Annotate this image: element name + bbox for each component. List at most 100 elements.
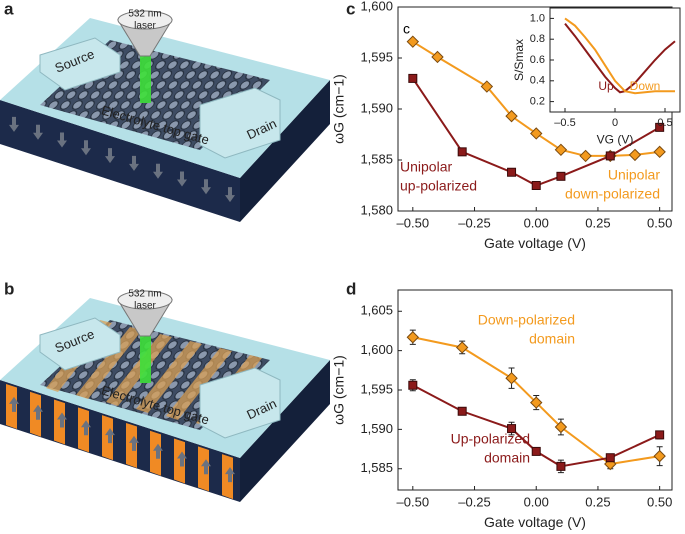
x-tick-label: 0.5 <box>657 117 672 129</box>
gate-arrow <box>129 155 139 171</box>
series-line <box>412 40 660 157</box>
laser-label: 532 nm <box>128 289 161 300</box>
data-point <box>530 127 543 140</box>
plot-area <box>397 289 673 491</box>
y-axis-label: ωG (cm−1) <box>331 74 347 144</box>
inset-chart: 0.2 0.4 0.6 0.8 1.0 –0.5 0 0.5 VG (V) S/Smax Up Dow… <box>512 7 681 147</box>
domain-stripe <box>198 446 209 492</box>
x-tick-label: 0.50 <box>647 215 672 230</box>
y-tick-label: 1,600 <box>360 0 393 13</box>
laser-label: laser <box>134 301 156 312</box>
x-tick-label: 0.25 <box>585 215 610 230</box>
laser-top <box>117 290 173 310</box>
laser-beam <box>140 55 151 103</box>
y-tick-label: 0.2 <box>530 96 545 108</box>
gate-arrow <box>129 435 139 451</box>
data-point <box>406 35 420 48</box>
panel-label: d <box>346 279 356 298</box>
y-tick-label: 1,600 <box>360 342 393 357</box>
y-tick-label: 1,590 <box>360 100 393 115</box>
y-tick-label: 1,580 <box>360 202 393 217</box>
x-tick-label: 0.25 <box>585 494 610 509</box>
series-line <box>564 22 676 94</box>
x-tick-label: –0.25 <box>458 215 491 230</box>
gate-arrow <box>9 396 19 412</box>
slab-side <box>240 360 330 502</box>
y-tick-label: 1.0 <box>530 12 545 24</box>
y-tick-label: 1,595 <box>360 49 393 64</box>
domain-stripe <box>150 430 161 476</box>
domain-stripe-top <box>136 341 202 413</box>
domain-stripe <box>6 383 17 429</box>
gate-arrow <box>81 140 91 156</box>
annotation: up-polarized <box>400 178 477 194</box>
drain-contact <box>199 87 281 159</box>
gate-arrow <box>201 459 211 475</box>
series-line <box>564 17 675 95</box>
data-point <box>530 396 543 409</box>
laser-beam <box>140 335 151 383</box>
annotation: down-polarized <box>565 186 660 202</box>
data-point <box>556 461 566 471</box>
panel-label: b <box>4 279 14 298</box>
y-tick-label: 0.6 <box>530 54 545 66</box>
gate-arrow <box>33 124 43 140</box>
domain-stripe <box>174 438 185 484</box>
x-tick-label: 0.00 <box>524 215 549 230</box>
drain-contact <box>199 367 281 439</box>
gate-arrow <box>57 132 67 148</box>
annotation: Up <box>598 79 614 93</box>
domain-stripe <box>30 391 41 437</box>
data-point <box>505 371 518 385</box>
gate-arrow <box>153 163 163 179</box>
plot-area <box>549 7 681 113</box>
y-axis-label: ωG (cm−1) <box>331 355 347 425</box>
x-tick-label: –0.50 <box>397 494 430 509</box>
gate-arrow <box>153 443 163 459</box>
data-point <box>505 109 518 123</box>
data-point <box>408 73 418 83</box>
y-tick-label: 1,585 <box>360 460 393 475</box>
data-point <box>408 380 418 390</box>
laser-label: 532 nm <box>128 9 161 20</box>
data-point <box>554 143 568 157</box>
data-point <box>653 449 666 463</box>
data-point <box>655 122 665 132</box>
data-point <box>653 145 666 159</box>
data-point <box>507 424 517 434</box>
gate-arrow <box>225 467 235 483</box>
x-axis-label: Gate voltage (V) <box>484 514 586 530</box>
annotation: Unipolar <box>608 167 660 183</box>
slab-front <box>0 100 240 222</box>
y-tick-label: 1,590 <box>360 421 393 436</box>
gate-arrow <box>81 420 91 436</box>
data-point <box>457 147 467 157</box>
data-point <box>480 80 494 93</box>
gate-arrow <box>57 412 67 428</box>
laser-top <box>117 10 173 30</box>
x-axis-label: VG (V) <box>597 133 634 147</box>
y-tick-label: 1,595 <box>360 381 393 396</box>
data-point <box>628 148 642 162</box>
gate-arrow <box>33 404 43 420</box>
slab-side <box>240 80 330 222</box>
gate-arrow <box>105 148 115 164</box>
gate-arrow <box>225 187 235 203</box>
gate-arrow <box>177 171 187 187</box>
data-point <box>554 420 568 434</box>
x-tick-label: –0.25 <box>458 494 491 509</box>
y-axis-label: S/Smax <box>512 39 526 81</box>
x-tick-label: –0.50 <box>397 215 430 230</box>
x-tick-label: 0.00 <box>524 494 549 509</box>
source-contact <box>39 317 121 371</box>
annotation: Unipolar <box>400 159 452 175</box>
gate-arrow <box>177 451 187 467</box>
data-point <box>455 341 469 354</box>
annotation: domain <box>529 331 575 347</box>
annotation: Down <box>630 79 661 93</box>
annotation: c <box>403 21 410 37</box>
